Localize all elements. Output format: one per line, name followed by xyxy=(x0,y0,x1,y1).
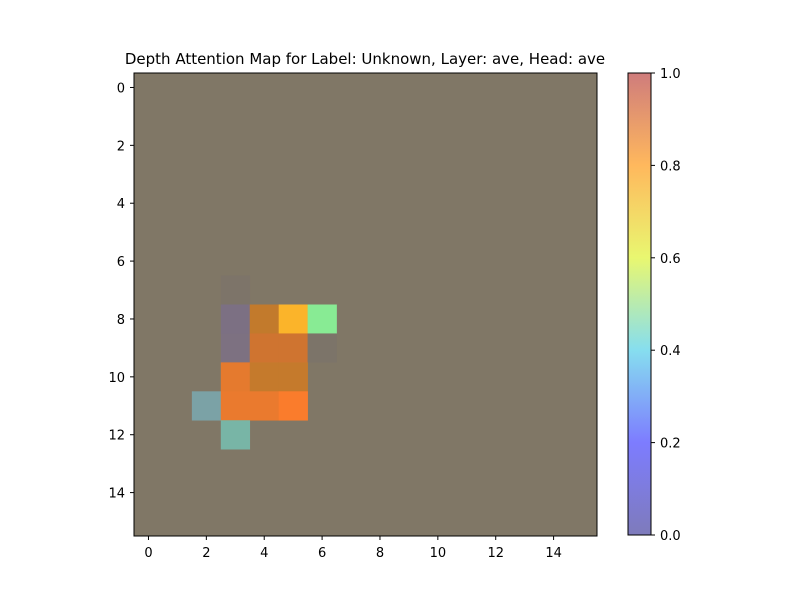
x-tick-label: 12 xyxy=(487,546,504,561)
y-tick-label: 12 xyxy=(108,429,125,444)
heatmap-cell-r9-c5 xyxy=(278,333,308,363)
heatmap-cell-r10-c3 xyxy=(220,362,251,392)
heatmap-cell-r10-c4 xyxy=(249,362,279,392)
heatmap-cell-r11-c2 xyxy=(191,391,222,421)
colorbar-tick-label: 0.4 xyxy=(660,344,681,359)
heatmap-cell-r12-c3 xyxy=(220,420,251,450)
heatmap-cell-r8-c3 xyxy=(220,304,251,334)
chart-title: Depth Attention Map for Label: Unknown, … xyxy=(125,50,605,68)
y-tick-label: 8 xyxy=(117,313,125,328)
heatmap-cell-r11-c3 xyxy=(220,391,251,421)
heatmap-cell-r10-c5 xyxy=(278,362,308,392)
colorbar-tick-label: 0.0 xyxy=(660,529,681,544)
plot-frame xyxy=(133,72,598,537)
y-tick-label: 10 xyxy=(108,371,125,386)
heatmap-cell-r11-c4 xyxy=(249,391,279,421)
x-tick-label: 8 xyxy=(376,546,384,561)
heatmap-cell-r7-c3 xyxy=(220,275,251,305)
heatmap-plot-area xyxy=(133,72,598,537)
colorbar-tick-label: 0.8 xyxy=(660,159,681,174)
y-tick-label: 14 xyxy=(108,487,125,502)
colorbar-tick-label: 0.6 xyxy=(660,252,681,267)
y-tick-label: 4 xyxy=(117,197,125,212)
heatmap-cell-r8-c6 xyxy=(307,304,337,334)
x-tick-label: 4 xyxy=(260,546,268,561)
heatmap-cell-r8-c4 xyxy=(249,304,279,334)
y-tick-label: 6 xyxy=(117,255,125,270)
x-tick-label: 6 xyxy=(318,546,326,561)
heatmap-cell-r9-c6 xyxy=(307,333,337,363)
colorbar-tick-label: 1.0 xyxy=(660,67,681,82)
x-axis: 0 2 4 6 8 10 12 14 xyxy=(144,536,562,561)
x-tick-label: 10 xyxy=(430,546,447,561)
x-tick-label: 0 xyxy=(144,546,152,561)
colorbar-tick-label: 0.2 xyxy=(660,437,681,452)
heatmap-cell-r8-c5 xyxy=(278,304,308,334)
heatmap-cell-r9-c4 xyxy=(249,333,279,363)
y-axis: 0 2 4 6 8 10 12 14 xyxy=(108,81,134,502)
colorbar: 0.0 0.2 0.4 0.6 0.8 1.0 xyxy=(627,67,681,544)
colorbar-bar xyxy=(627,72,652,536)
y-tick-label: 0 xyxy=(117,81,125,96)
x-tick-label: 14 xyxy=(545,546,562,561)
heatmap-cell-r9-c3 xyxy=(220,333,251,363)
x-tick-label: 2 xyxy=(202,546,210,561)
heatmap-cell-r11-c5 xyxy=(278,391,308,421)
heatmap-background xyxy=(134,73,597,536)
y-tick-label: 2 xyxy=(117,139,125,154)
